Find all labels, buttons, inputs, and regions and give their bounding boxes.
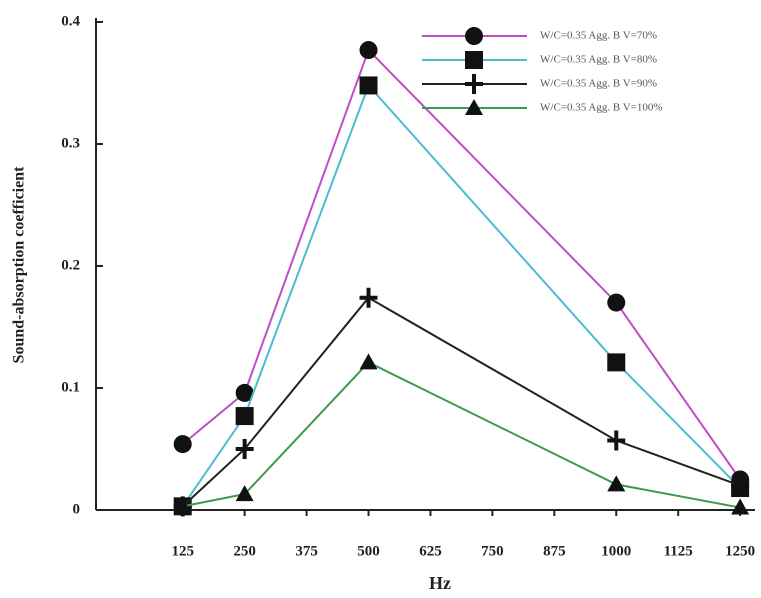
series-line xyxy=(182,48,741,481)
data-point xyxy=(731,498,750,515)
x-tick-label: 1250 xyxy=(725,543,755,559)
data-point xyxy=(607,475,626,492)
x-axis-label: Hz xyxy=(429,573,451,593)
data-point xyxy=(235,439,254,459)
data-point xyxy=(235,485,254,502)
data-point xyxy=(173,497,192,514)
x-tick-label: 875 xyxy=(543,543,566,559)
data-point xyxy=(235,383,254,402)
y-tick-label: 0.4 xyxy=(61,13,80,29)
y-axis-label: Sound-absorption coefficient xyxy=(11,166,28,364)
x-tick-label: 500 xyxy=(357,543,380,559)
x-tick-label: 1000 xyxy=(601,543,631,559)
legend-marker xyxy=(465,99,483,115)
legend-marker xyxy=(465,51,483,69)
legend-label: W/C=0.35 Agg. B V=100% xyxy=(540,102,663,114)
data-point xyxy=(607,430,626,451)
x-tick-label: 250 xyxy=(233,543,256,559)
data-point xyxy=(173,435,192,454)
legend-label: W/C=0.35 Agg. B V=90% xyxy=(540,78,657,90)
data-point xyxy=(607,353,626,372)
data-point xyxy=(359,287,378,308)
y-tick-label: 0.3 xyxy=(61,135,80,151)
legend-marker xyxy=(465,74,483,94)
series-line xyxy=(181,83,741,507)
y-tick-label: 0.1 xyxy=(61,379,80,395)
legend-label: W/C=0.35 Agg. B V=70% xyxy=(540,30,657,42)
data-point xyxy=(359,353,378,370)
x-tick-label: 1125 xyxy=(664,543,693,559)
y-tick-label: 0.2 xyxy=(61,257,80,273)
x-tick-label: 625 xyxy=(419,543,442,559)
legend-marker xyxy=(465,27,483,45)
data-point xyxy=(731,475,750,496)
data-point xyxy=(235,407,254,426)
legend-label: W/C=0.35 Agg. B V=80% xyxy=(540,54,657,66)
data-point xyxy=(607,293,626,312)
data-point xyxy=(359,76,378,95)
x-tick-label: 750 xyxy=(481,543,504,559)
x-tick-label: 375 xyxy=(295,543,318,559)
x-tick-label: 125 xyxy=(171,543,194,559)
data-point xyxy=(359,41,378,60)
y-tick-label: 0 xyxy=(73,501,81,517)
series-line xyxy=(182,361,741,509)
